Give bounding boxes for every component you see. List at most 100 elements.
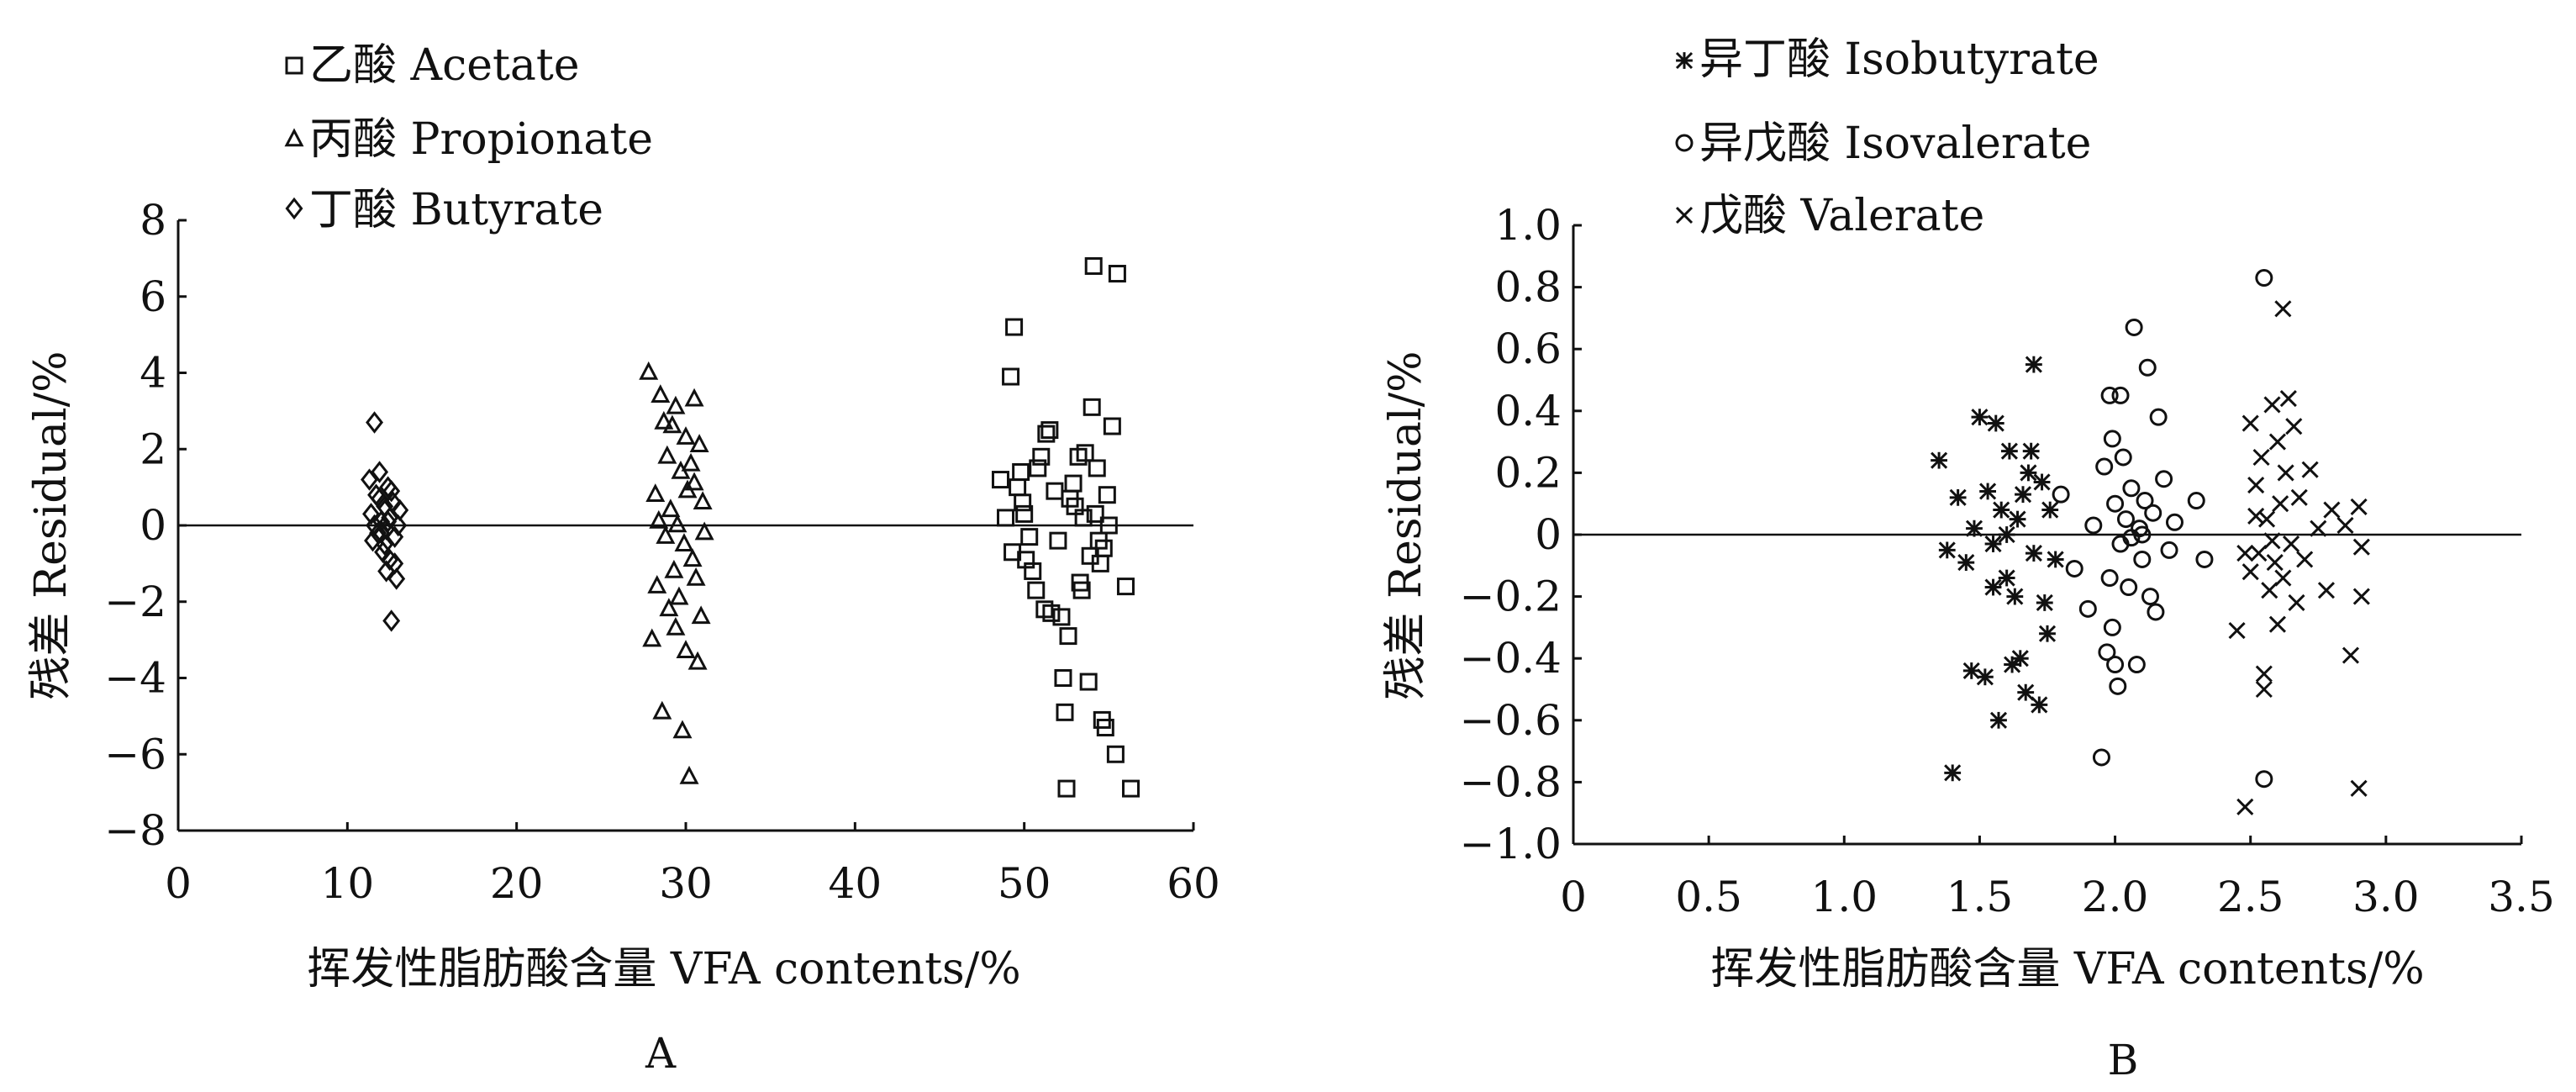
data-point-valerate — [2241, 414, 2259, 432]
data-point-propionate — [669, 586, 689, 605]
data-point-butyrate — [382, 609, 401, 632]
y-tick-label: 0.6 — [1494, 324, 1562, 373]
data-point-isovalerate — [2122, 479, 2141, 498]
x-tick-label: 30 — [659, 859, 713, 908]
data-point-isovalerate — [2052, 485, 2070, 504]
data-point-isovalerate — [2111, 386, 2130, 404]
data-point-acetate — [1012, 462, 1030, 481]
data-point-valerate — [2317, 582, 2336, 599]
y-tick-label: 4 — [140, 349, 166, 398]
y-tick-label: 8 — [140, 196, 166, 245]
data-point-valerate — [2236, 798, 2254, 815]
data-point-isovalerate — [2092, 748, 2110, 767]
legend-symbol-acetate — [285, 56, 303, 75]
data-point-valerate — [2323, 501, 2341, 519]
data-point-valerate — [2274, 300, 2292, 318]
y-tick-label: −0.2 — [1460, 572, 1562, 621]
data-point-acetate — [1086, 504, 1104, 523]
data-point-isobutyrate — [1998, 569, 2015, 587]
data-point-valerate — [2342, 646, 2360, 664]
data-point-propionate — [681, 452, 701, 472]
data-point-valerate — [2268, 615, 2287, 633]
data-point-isobutyrate — [2009, 510, 2026, 528]
y-tick-label: −0.6 — [1460, 696, 1562, 745]
x-ticks-panel-b: 0 0.5 1.0 1.5 2.0 2.5 3.0 3.5 — [1560, 836, 2555, 921]
legend-symbol-isovalerate — [1675, 134, 1694, 152]
data-point-valerate — [2257, 510, 2276, 528]
x-tick-label: 20 — [490, 859, 544, 908]
y-tick-label: 0.8 — [1494, 263, 1562, 312]
data-point-isovalerate — [2155, 470, 2173, 488]
data-point-isobutyrate — [2014, 486, 2032, 504]
data-point-valerate — [2247, 477, 2265, 494]
x-tick-label: 0 — [165, 859, 192, 908]
data-point-isovalerate — [2100, 569, 2119, 588]
legend-panel-a: 乙酸 Acetate 丙酸 Propionate 丁酸 Butyrate — [284, 40, 653, 235]
data-point-acetate — [1059, 627, 1077, 646]
y-axis-title-panel-b: 残差 Residual/% — [1381, 351, 1431, 699]
data-point-acetate — [1027, 581, 1046, 599]
data-point-isobutyrate — [2017, 683, 2035, 701]
data-point-propionate — [676, 640, 696, 658]
data-point-propionate — [684, 472, 704, 491]
data-point-acetate — [1108, 265, 1126, 283]
data-point-isovalerate — [2149, 408, 2168, 426]
legend-marker-butyrate — [285, 197, 303, 220]
data-point-acetate — [1020, 528, 1039, 546]
data-point-isobutyrate — [2006, 588, 2024, 605]
data-point-valerate — [2336, 516, 2354, 535]
data-point-isovalerate — [2195, 550, 2214, 568]
x-tick-label: 3.5 — [2488, 873, 2555, 921]
data-point-isobutyrate — [2020, 464, 2037, 482]
data-point-valerate — [2277, 464, 2294, 482]
data-point-isobutyrate — [1971, 409, 1989, 426]
data-point-isobutyrate — [1931, 451, 1948, 469]
data-point-valerate — [2252, 448, 2270, 467]
x-tick-label: 40 — [829, 859, 882, 908]
data-point-isobutyrate — [2038, 625, 2057, 642]
data-point-valerate — [2255, 665, 2273, 683]
data-point-butyrate — [371, 461, 389, 483]
data-point-propionate — [645, 483, 666, 502]
data-point-valerate — [2296, 551, 2314, 568]
data-point-acetate — [1002, 367, 1020, 386]
data-point-valerate — [2310, 520, 2327, 537]
data-point-acetate — [1083, 398, 1101, 416]
x-tick-label: 0 — [1560, 873, 1587, 921]
data-point-propionate — [642, 628, 662, 647]
data-point-valerate — [2263, 396, 2281, 414]
y-tick-label: 2 — [140, 425, 166, 473]
data-point-acetate — [1037, 425, 1056, 443]
data-point-acetate — [1122, 779, 1140, 798]
data-point-propionate — [676, 426, 696, 445]
x-tick-label: 2.5 — [2217, 873, 2284, 921]
legend-label-butyrate: 丁酸 Butyrate — [309, 185, 603, 235]
data-point-isovalerate — [2095, 457, 2114, 476]
data-point-propionate — [687, 651, 708, 670]
data-point-isobutyrate — [1979, 483, 1997, 500]
data-point-valerate — [2266, 554, 2284, 572]
panel-label-a: A — [645, 1029, 677, 1078]
y-axis-title-panel-a: 残差 Residual/% — [26, 351, 76, 699]
x-tick-label: 2.0 — [2082, 873, 2149, 921]
legend-panel-b: 异丁酸 Isobutyrate 异戊酸 Isovalerate 戊酸 Valer… — [1675, 34, 2099, 241]
data-point-propionate — [672, 720, 693, 739]
data-point-isobutyrate — [1987, 414, 2004, 432]
data-point-acetate — [1076, 444, 1094, 462]
data-point-propionate — [651, 384, 671, 403]
data-point-isovalerate — [2133, 550, 2152, 568]
x-tick-label: 3.0 — [2352, 873, 2420, 921]
data-point-valerate — [2274, 569, 2292, 587]
data-point-acetate — [1084, 256, 1103, 275]
y-tick-label: 0 — [1535, 510, 1562, 559]
data-point-valerate — [2282, 535, 2300, 553]
y-tick-label: −8 — [104, 806, 166, 855]
data-point-valerate — [2285, 418, 2303, 435]
x-tick-label: 1.5 — [1946, 873, 2014, 921]
data-point-isovalerate — [2136, 492, 2154, 510]
x-axis-title-panel-a: 挥发性脂肪酸含量 VFA contents/% — [307, 944, 1020, 994]
y-tick-label: −6 — [104, 730, 166, 778]
data-point-isobutyrate — [2022, 442, 2040, 460]
y-tick-label: 1.0 — [1494, 201, 1562, 250]
